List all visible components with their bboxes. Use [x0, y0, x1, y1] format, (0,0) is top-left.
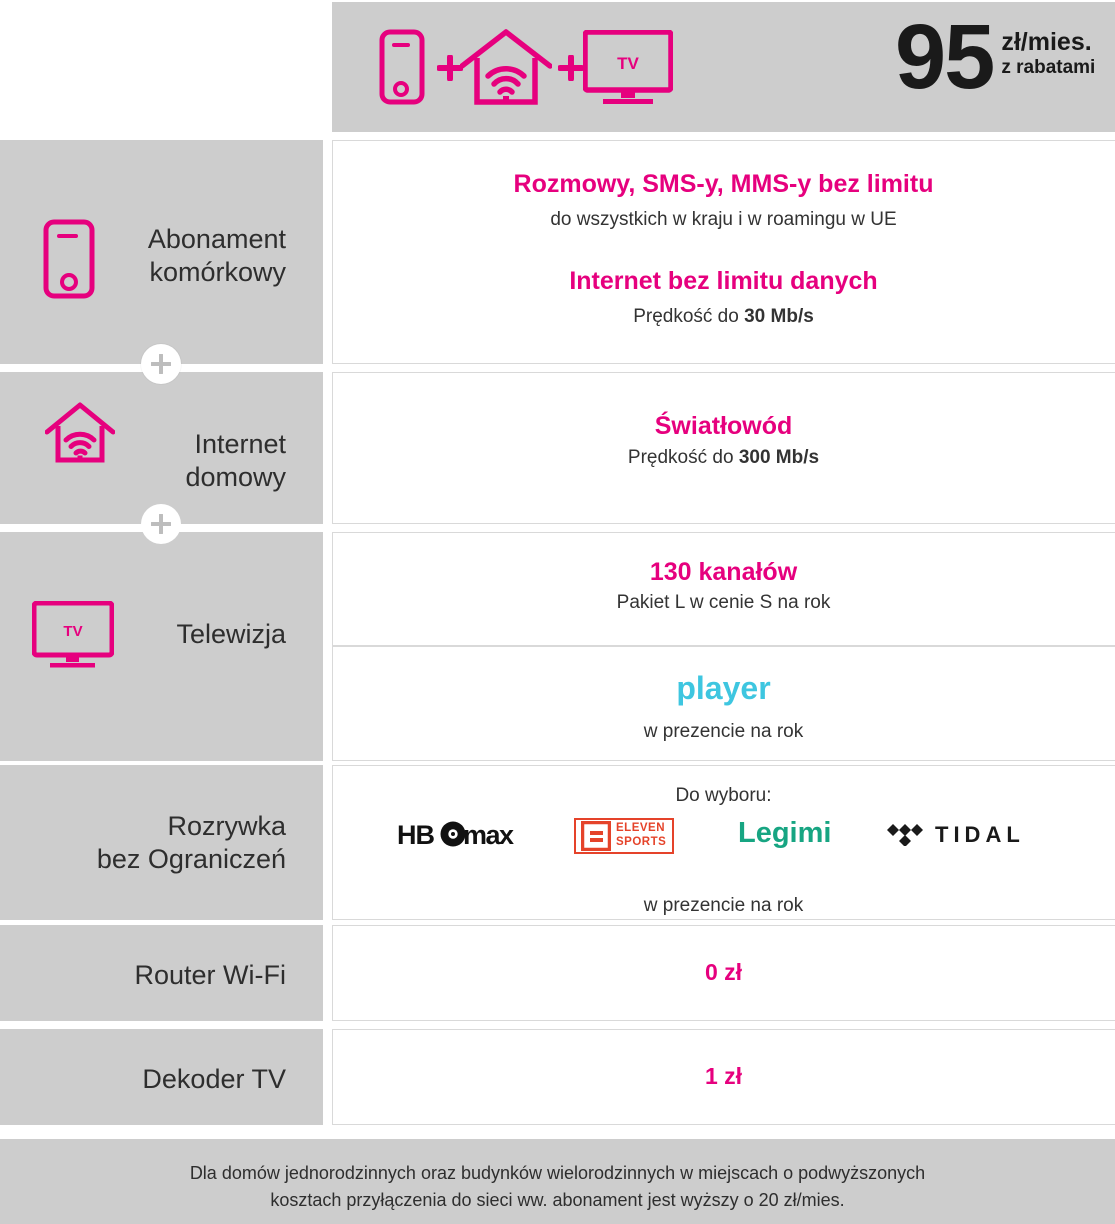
svg-text:TV: TV: [617, 54, 639, 73]
svg-text:max: max: [463, 820, 514, 850]
svg-text:HB: HB: [397, 820, 434, 850]
